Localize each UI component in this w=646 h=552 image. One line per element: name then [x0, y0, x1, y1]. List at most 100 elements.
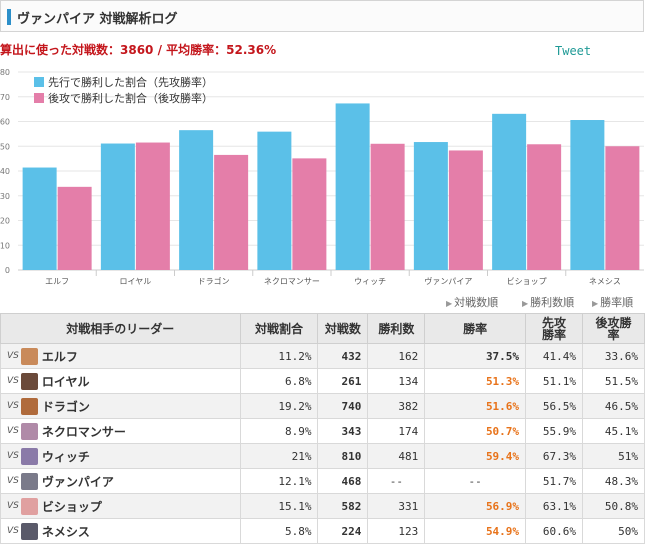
- header-bar: ヴァンパイア 対戦解析ログ: [0, 0, 644, 32]
- games-cell: 582: [317, 493, 369, 519]
- games-cell: 740: [317, 393, 369, 419]
- sort-by-wins-link[interactable]: ▶ 勝利数順: [522, 294, 574, 310]
- wins-cell: 162: [367, 343, 426, 369]
- col-header-ratio: 対戦割合: [239, 313, 319, 344]
- col-header-second-rate: 後攻勝率: [582, 313, 645, 344]
- table-row[interactable]: VS ロイヤル 6.8% 261 134 51.3% 51.1% 51.5%: [0, 368, 645, 394]
- leader-name: ネメシス: [41, 524, 90, 539]
- y-tick-label: 70: [0, 93, 10, 102]
- bar-second: [292, 158, 327, 270]
- ratio-cell: 12.1%: [239, 468, 319, 494]
- ratio-cell: 15.1%: [239, 493, 319, 519]
- first-rate-cell: 63.1%: [525, 493, 584, 519]
- title-accent-bar: [7, 9, 11, 25]
- ratio-cell: 11.2%: [239, 343, 319, 369]
- sort-by-rate-label: 勝率順: [600, 296, 634, 309]
- first-rate-cell: 51.1%: [525, 368, 584, 394]
- second-rate-cell: 50%: [582, 518, 645, 544]
- first-rate-cell: 41.4%: [525, 343, 584, 369]
- first-rate-cell: 56.5%: [525, 393, 584, 419]
- triangle-icon: ▶: [522, 299, 529, 308]
- games-cell: 432: [317, 343, 369, 369]
- leader-avatar-icon: [20, 522, 38, 540]
- second-rate-cell: 51.5%: [582, 368, 645, 394]
- table-row[interactable]: VS ドラゴン 19.2% 740 382 51.6% 56.5% 46.5%: [0, 393, 645, 419]
- bar-first: [179, 130, 214, 270]
- ratio-cell: 6.8%: [239, 368, 319, 394]
- triangle-icon: ▶: [446, 299, 453, 308]
- legend-swatch: [34, 93, 44, 103]
- leader-name: ロイヤル: [41, 374, 90, 389]
- col-header-leader: 対戦相手のリーダー: [0, 313, 241, 344]
- table-row[interactable]: VS ウィッチ 21% 810 481 59.4% 67.3% 51%: [0, 443, 645, 469]
- table-row[interactable]: VS ビショップ 15.1% 582 331 56.9% 63.1% 50.8%: [0, 493, 645, 519]
- bar-first: [100, 143, 135, 270]
- y-tick-label: 20: [0, 217, 10, 226]
- col-header-first-rate: 先攻勝率: [525, 313, 584, 344]
- win-rate-bar-chart: 0 10 20 30 40 50 60 70 80 エルフ ロイヤル ドラゴン ネクロマンサー ウィッチ ヴ…: [0, 68, 644, 286]
- bar-second: [135, 142, 170, 270]
- ratio-cell: 5.8%: [239, 518, 319, 544]
- y-tick-label: 30: [0, 192, 10, 201]
- rate-cell: 50.7%: [424, 418, 527, 444]
- leader-avatar-icon: [20, 347, 38, 365]
- leader-avatar-icon: [20, 497, 38, 515]
- sort-by-games-label: 対戦数順: [454, 296, 499, 309]
- leader-cell: VS ヴァンパイア: [0, 468, 241, 494]
- second-rate-cell: 46.5%: [582, 393, 645, 419]
- x-tick-label: エルフ: [45, 277, 69, 286]
- first-rate-cell: 55.9%: [525, 418, 584, 444]
- games-cell: 224: [317, 518, 369, 544]
- table-row[interactable]: VS エルフ 11.2% 432 162 37.5% 41.4% 33.6%: [0, 343, 645, 369]
- y-tick-label: 10: [0, 241, 10, 250]
- second-rate-cell: 33.6%: [582, 343, 645, 369]
- wins-cell: 382: [367, 393, 426, 419]
- table-row[interactable]: VS ネクロマンサー 8.9% 343 174 50.7% 55.9% 45.1%: [0, 418, 645, 444]
- games-cell: 468: [317, 468, 369, 494]
- tweet-link[interactable]: Tweet: [555, 44, 592, 58]
- leader-name: ネクロマンサー: [41, 424, 126, 439]
- sort-links: ▶ 対戦数順 ▶ 勝利数順 ▶ 勝率順: [440, 294, 644, 310]
- leader-cell: VS エルフ: [0, 343, 241, 369]
- vs-label: VS: [7, 376, 19, 386]
- bar-first: [570, 120, 605, 270]
- second-rate-cell: 45.1%: [582, 418, 645, 444]
- x-tick-label: ビショップ: [507, 277, 547, 286]
- leader-name: ビショップ: [41, 499, 102, 514]
- leader-avatar-icon: [20, 422, 38, 440]
- sort-by-wins-label: 勝利数順: [530, 296, 575, 309]
- bar-first: [335, 103, 370, 270]
- leader-name: ウィッチ: [41, 449, 90, 464]
- page-title: ヴァンパイア 対戦解析ログ: [17, 12, 178, 27]
- y-tick-label: 50: [0, 142, 10, 151]
- vs-label: VS: [7, 526, 19, 536]
- vs-label: VS: [7, 426, 19, 436]
- sort-by-games-link[interactable]: ▶ 対戦数順: [446, 294, 498, 310]
- leader-cell: VS ロイヤル: [0, 368, 241, 394]
- wins-cell: 481: [367, 443, 426, 469]
- x-tick-label: ロイヤル: [119, 277, 151, 286]
- rate-cell: --: [424, 468, 527, 494]
- leader-cell: VS ビショップ: [0, 493, 241, 519]
- second-rate-cell: 50.8%: [582, 493, 645, 519]
- rate-cell: 37.5%: [424, 343, 527, 369]
- x-tick-label: ヴァンパイア: [424, 276, 472, 286]
- legend-label: 後攻で勝利した割合（後攻勝率）: [48, 91, 213, 105]
- rate-cell: 56.9%: [424, 493, 527, 519]
- leader-name: エルフ: [41, 349, 78, 364]
- table-row[interactable]: VS ヴァンパイア 12.1% 468 -- -- 51.7% 48.3%: [0, 468, 645, 494]
- second-rate-cell: 51%: [582, 443, 645, 469]
- legend-swatch: [34, 77, 44, 87]
- leader-cell: VS ドラゴン: [0, 393, 241, 419]
- x-tick-label: ネメシス: [589, 277, 621, 286]
- leader-avatar-icon: [20, 447, 38, 465]
- wins-cell: 331: [367, 493, 426, 519]
- y-tick-label: 60: [0, 118, 10, 127]
- wins-cell: 134: [367, 368, 426, 394]
- vs-label: VS: [7, 401, 19, 411]
- leader-name: ヴァンパイア: [41, 474, 114, 489]
- table-row[interactable]: VS ネメシス 5.8% 224 123 54.9% 60.6% 50%: [0, 518, 645, 544]
- rate-cell: 59.4%: [424, 443, 527, 469]
- sort-by-rate-link[interactable]: ▶ 勝率順: [592, 294, 633, 310]
- games-cell: 343: [317, 418, 369, 444]
